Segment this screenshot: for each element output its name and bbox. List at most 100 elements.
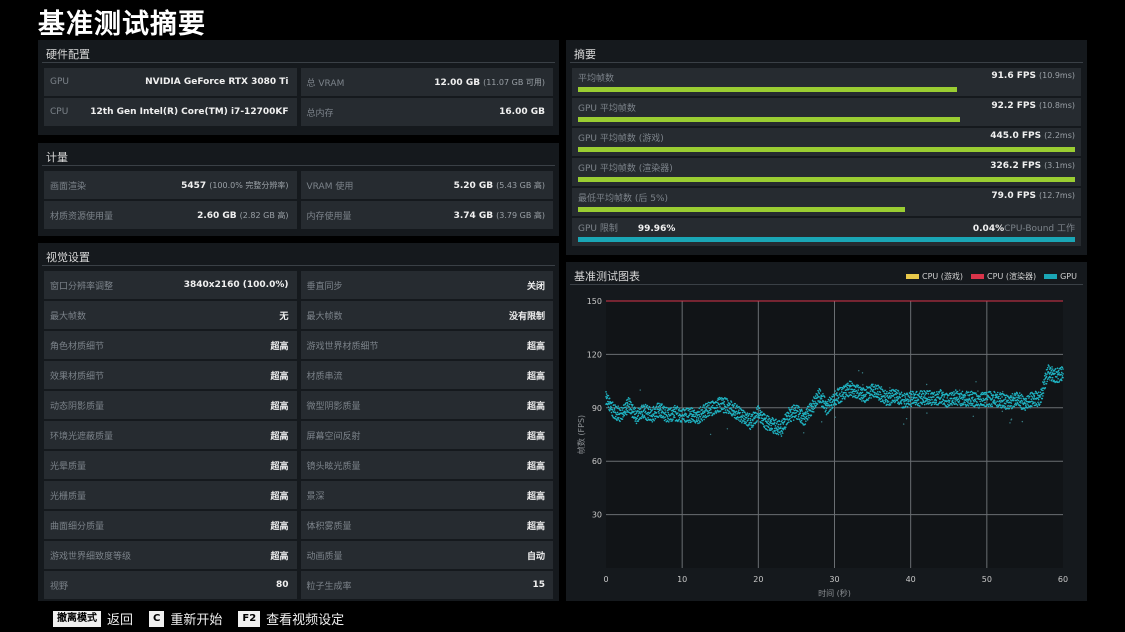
gpu-data-point — [942, 399, 945, 402]
gpu-outlier-point — [972, 415, 974, 418]
gpu-outlier-point — [626, 405, 628, 407]
gpu-data-point — [970, 402, 973, 405]
gpu-data-point — [643, 415, 646, 417]
gpu-data-point — [993, 400, 996, 402]
gpu-outlier-point — [926, 412, 928, 414]
gpu-data-point — [956, 390, 959, 393]
gpu-data-point — [833, 394, 836, 397]
gpu-data-point — [734, 407, 737, 409]
gpu-data-point — [646, 406, 648, 408]
gpu-data-point — [965, 398, 967, 401]
gpu-data-point — [757, 405, 760, 407]
gpu-data-point — [870, 397, 872, 399]
gpu-data-point — [922, 400, 925, 402]
gpu-data-point — [699, 421, 702, 423]
gpu-data-point — [982, 397, 984, 400]
gpu-data-point — [975, 393, 978, 396]
setting-label: 镜头眩光质量 — [306, 461, 361, 472]
gpu-data-point — [1033, 404, 1036, 407]
setting-value: 超高 — [270, 549, 288, 562]
gpu-data-point — [953, 391, 955, 393]
gpu-data-point — [860, 392, 863, 395]
gpu-data-point — [633, 408, 635, 411]
action-label-0[interactable]: 返回 — [107, 613, 134, 628]
gpu-data-point — [660, 408, 662, 411]
gpu-data-point — [889, 389, 891, 392]
gpu-data-point — [859, 388, 862, 391]
gpu-data-point — [675, 408, 677, 410]
gpu-data-point — [1056, 381, 1059, 384]
gpu-data-point — [749, 428, 752, 431]
key-hint-0[interactable]: 撤离模式 — [53, 610, 101, 627]
gpu-data-point — [789, 415, 791, 418]
setting-value-main: 超高 — [526, 371, 545, 382]
gpu-outlier-point — [709, 433, 712, 436]
gpu-data-point — [827, 398, 830, 401]
action-label-2[interactable]: 查看视频设定 — [266, 613, 345, 628]
gpu-data-point — [652, 414, 655, 417]
action-label-1[interactable]: 重新开始 — [170, 613, 223, 628]
legend-label: CPU (游戏) — [921, 271, 964, 281]
gpu-data-point — [625, 399, 628, 401]
setting-label: 环境光遮蔽质量 — [50, 431, 114, 442]
gpu-data-point — [1057, 369, 1060, 372]
setting-value: 12th Gen Intel(R) Core(TM) i7-12700KF — [90, 107, 288, 117]
gpu-data-point — [965, 390, 968, 393]
gpu-data-point — [1039, 396, 1042, 398]
gpu-data-point — [955, 403, 958, 405]
gpu-data-point — [813, 403, 816, 405]
gpu-data-point — [705, 409, 708, 411]
gpu-data-point — [1004, 398, 1006, 400]
summary-bar-fill — [578, 207, 906, 212]
key-hint-1[interactable]: C — [149, 610, 165, 627]
gpu-data-point — [773, 427, 776, 430]
gpu-data-point — [649, 414, 651, 417]
gpu-data-point — [802, 413, 805, 416]
gpu-data-point — [827, 412, 830, 414]
gpu-data-point — [634, 407, 637, 410]
summary-ms: (10.9ms) — [1038, 71, 1075, 80]
gpu-data-point — [707, 415, 710, 417]
gpu-data-point — [991, 405, 994, 408]
gpu-data-point — [800, 417, 802, 419]
gpu-data-point — [1054, 367, 1057, 370]
key-hint-2[interactable]: F2 — [238, 610, 261, 627]
gpu-data-point — [631, 410, 634, 413]
y-tick-label: 120 — [587, 350, 602, 359]
gpu-data-point — [996, 400, 998, 403]
gpu-data-point — [793, 404, 796, 407]
gpu-data-point — [716, 404, 718, 407]
setting-cell: 体积雾质量 超高 — [300, 511, 553, 539]
gpu-data-point — [656, 408, 659, 411]
gpu-data-point — [790, 420, 793, 423]
gpu-data-point — [670, 420, 672, 422]
gpu-data-point — [966, 391, 969, 394]
gpu-data-point — [1043, 379, 1045, 381]
gpu-data-point — [723, 400, 726, 403]
gpu-data-point — [818, 401, 821, 404]
gpu-data-point — [945, 400, 948, 403]
gpu-data-point — [847, 382, 849, 385]
gpu-data-point — [860, 396, 863, 399]
gpu-data-point — [664, 411, 667, 413]
gpu-data-point — [713, 413, 716, 415]
summary-bar-fill — [578, 147, 1075, 152]
gpu-data-point — [1025, 404, 1027, 407]
setting-value-main: 关闭 — [526, 281, 545, 292]
gpu-data-point — [998, 403, 1001, 405]
gpu-data-point — [919, 405, 921, 407]
gpu-data-point — [915, 396, 918, 399]
gpu-outlier-point — [803, 432, 805, 434]
gpu-data-point — [627, 411, 630, 413]
gpu-data-point — [1016, 392, 1019, 394]
gpu-data-point — [775, 418, 777, 421]
gpu-data-point — [775, 429, 777, 432]
gpu-data-point — [954, 401, 956, 403]
gpu-data-point — [1046, 380, 1048, 383]
summary-row-text: 平均帧数 91.6 FPS (10.9ms) — [578, 71, 1075, 84]
gpu-data-point — [859, 394, 861, 396]
gpu-data-point — [958, 400, 961, 402]
gpu-data-point — [703, 416, 706, 418]
gpu-data-point — [614, 411, 617, 414]
gpu-data-point — [849, 385, 852, 388]
